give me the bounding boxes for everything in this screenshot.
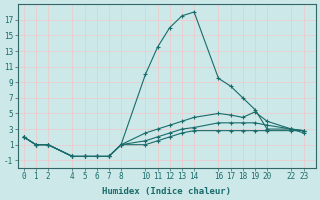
X-axis label: Humidex (Indice chaleur): Humidex (Indice chaleur) [102,187,231,196]
